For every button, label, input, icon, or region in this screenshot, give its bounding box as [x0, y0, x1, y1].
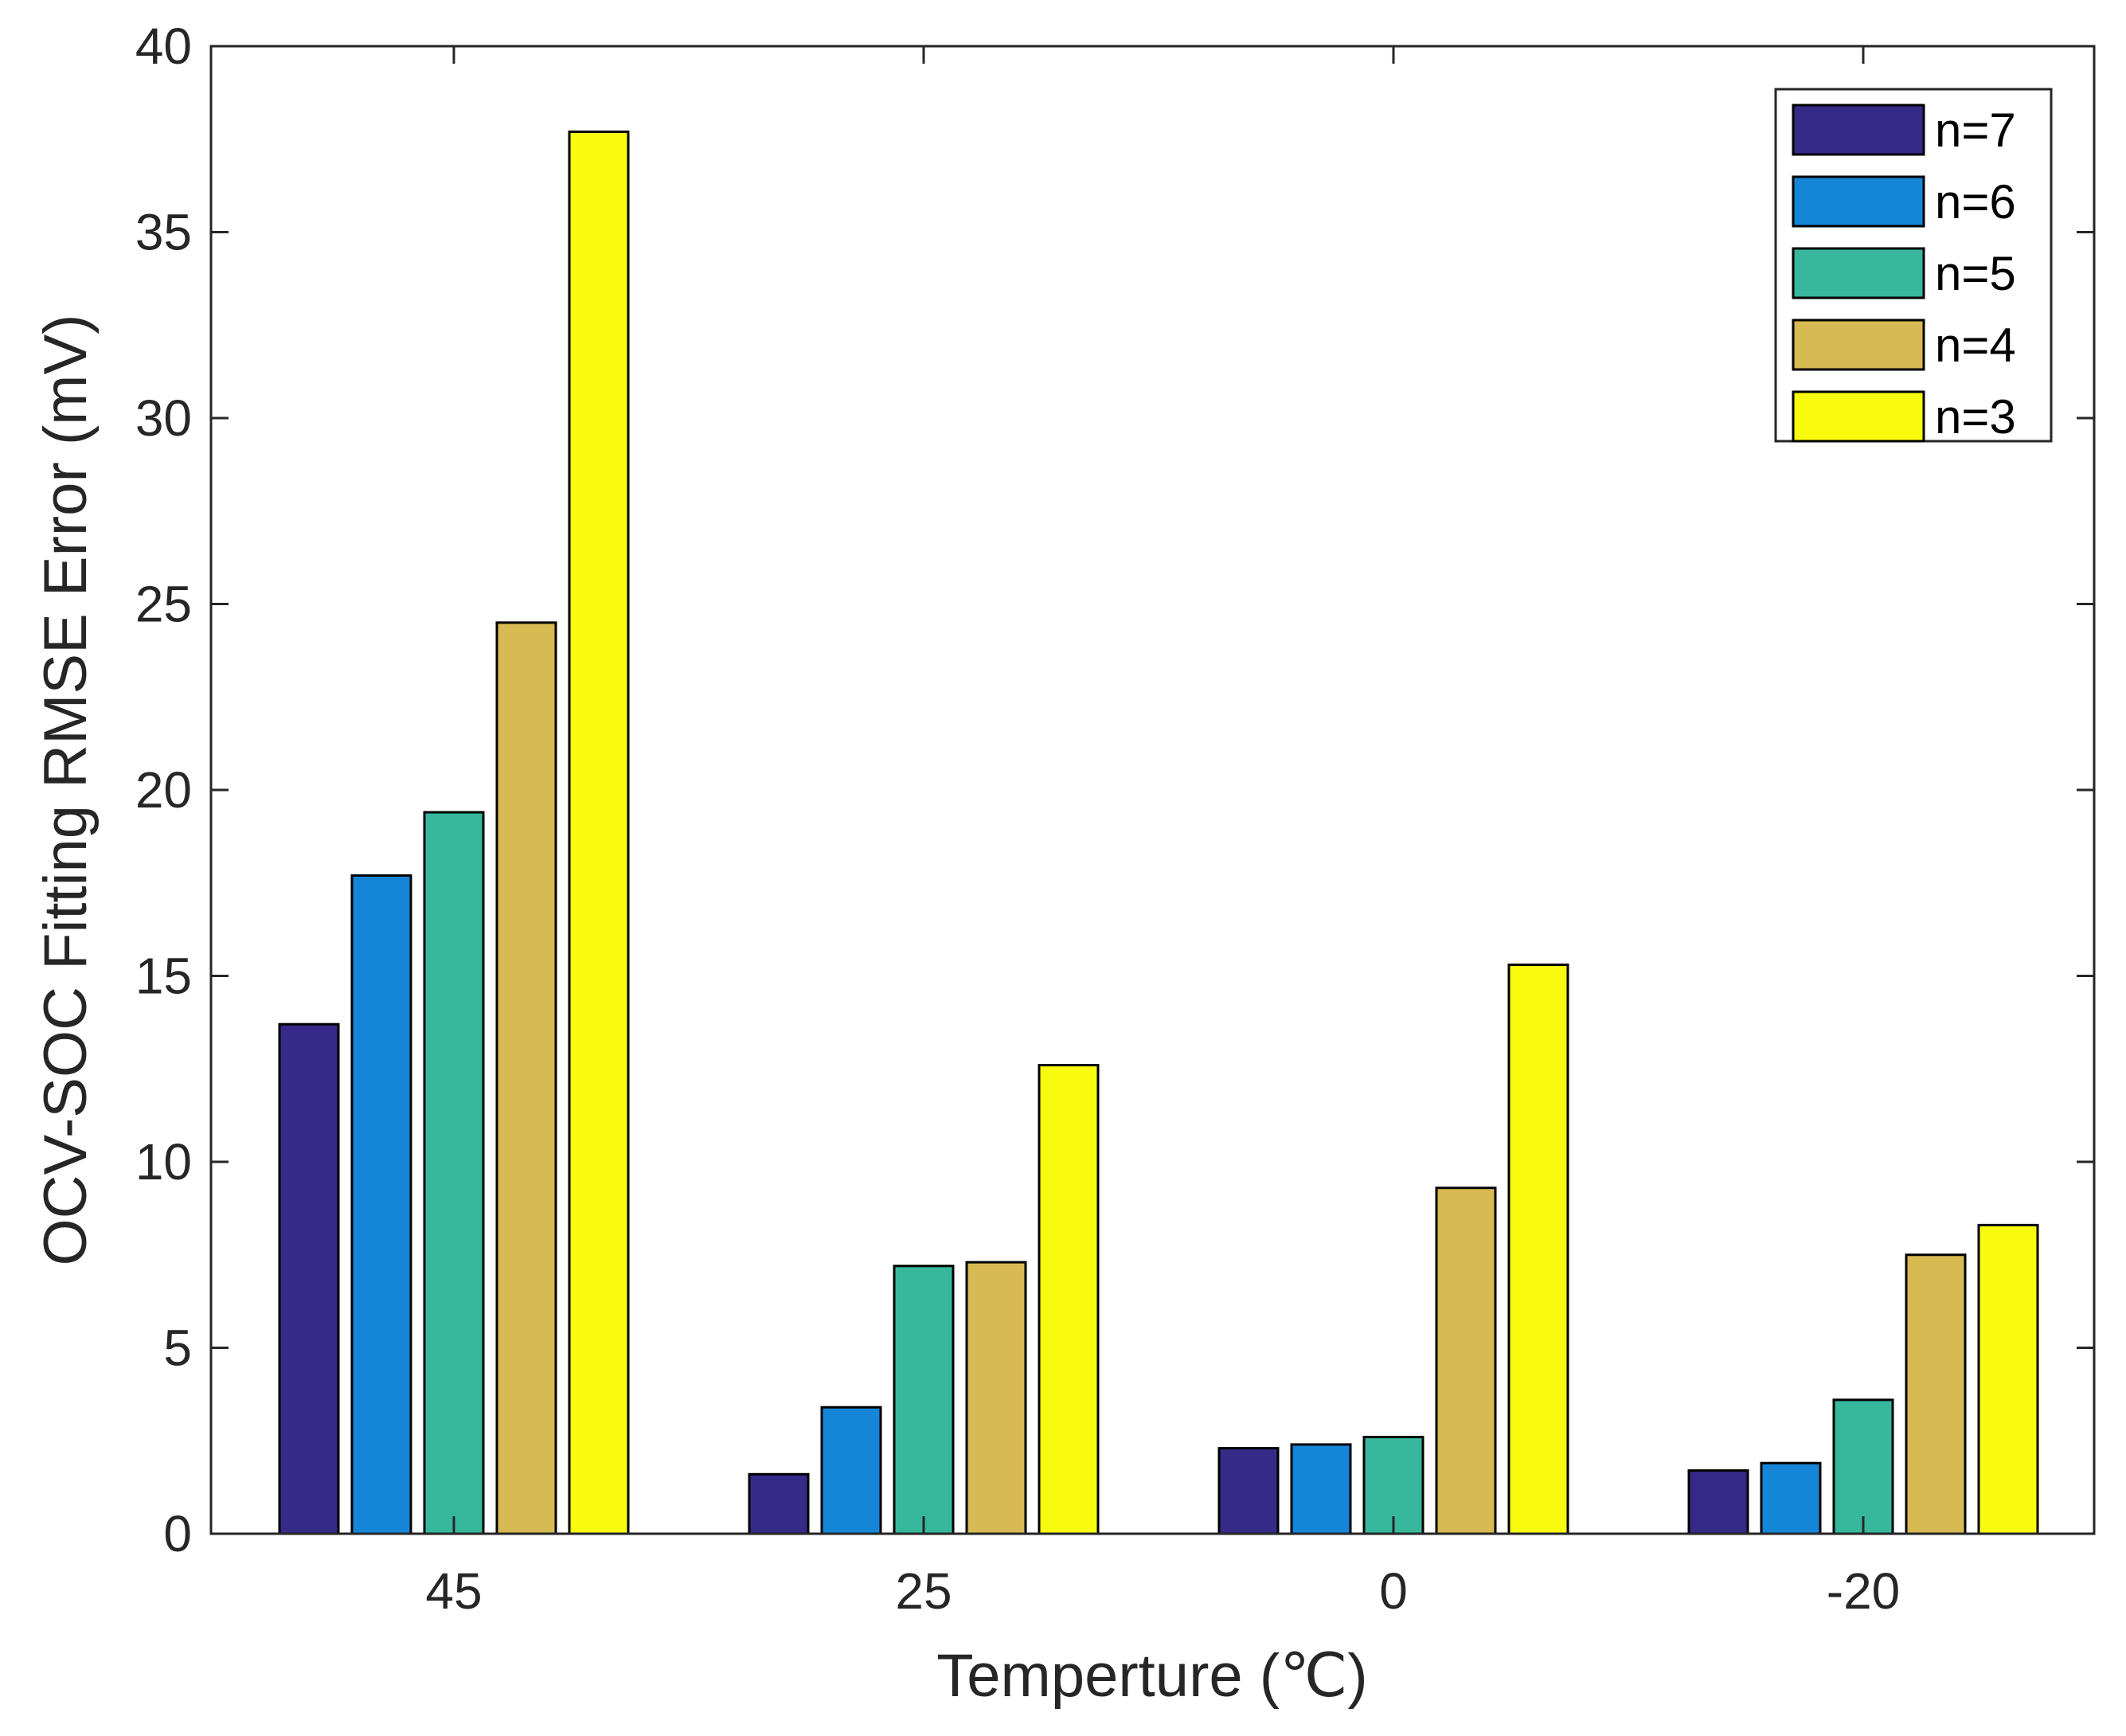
y-tick-label: 35 — [135, 204, 192, 261]
bar-n7-45 — [278, 1022, 340, 1535]
y-tick-label: 0 — [163, 1505, 192, 1562]
y-tick-label: 5 — [163, 1320, 192, 1377]
bar-n6-25 — [820, 1406, 882, 1535]
legend-label-n3: n=3 — [1935, 390, 2016, 444]
bar-n3-25 — [1038, 1064, 1100, 1535]
bar-n6-0 — [1290, 1443, 1352, 1535]
bar-n7-0 — [1217, 1447, 1280, 1535]
x-tick-label: 45 — [425, 1562, 482, 1620]
bar-n3-45 — [568, 130, 630, 1535]
bar-n4--20 — [1905, 1253, 1967, 1535]
bar-n3-0 — [1507, 963, 1569, 1535]
legend-swatch-n3 — [1792, 390, 1925, 443]
y-tick-label: 20 — [135, 761, 192, 819]
legend-swatch-n6 — [1792, 175, 1925, 228]
x-axis-title: Temperture (℃) — [936, 1642, 1367, 1710]
y-axis-title: OCV-SOC Fitting RMSE Error (mV) — [32, 315, 100, 1266]
y-tick-label: 10 — [135, 1133, 192, 1191]
legend-swatch-n7 — [1792, 104, 1925, 156]
x-tick-label: 0 — [1379, 1562, 1408, 1620]
legend-swatch-n4 — [1792, 319, 1925, 371]
bar-n7--20 — [1687, 1469, 1749, 1535]
x-tick-label: -20 — [1827, 1562, 1901, 1620]
bar-n5--20 — [1832, 1398, 1894, 1535]
y-tick-label: 15 — [135, 948, 192, 1005]
x-tick-label: 25 — [895, 1562, 952, 1620]
bar-n4-25 — [965, 1261, 1027, 1535]
bar-n7-25 — [748, 1472, 810, 1535]
legend-swatch-n5 — [1792, 247, 1925, 299]
y-tick-label: 30 — [135, 389, 192, 447]
bar-n6-45 — [350, 874, 412, 1535]
legend-label-n5: n=5 — [1935, 247, 2016, 300]
bar-n5-25 — [893, 1265, 955, 1535]
y-tick-label: 40 — [135, 18, 192, 75]
plot-frame — [209, 45, 2096, 1535]
bar-n4-0 — [1435, 1187, 1497, 1535]
legend-label-n7: n=7 — [1935, 104, 2016, 157]
legend-label-n6: n=6 — [1935, 175, 2016, 229]
bar-n3--20 — [1977, 1223, 2039, 1535]
bar-n4-45 — [495, 621, 557, 1535]
bar-n6--20 — [1760, 1461, 1822, 1535]
legend: n=7 n=6 n=5 n=4 n=3 — [1774, 88, 2053, 444]
legend-label-n4: n=4 — [1935, 319, 2016, 372]
bar-n5-45 — [423, 811, 485, 1535]
y-tick-label: 25 — [135, 576, 192, 633]
bars — [278, 130, 2039, 1535]
axis-ticks: 0 5 10 15 20 25 30 35 40 45 25 0 -20 — [135, 18, 2094, 1620]
